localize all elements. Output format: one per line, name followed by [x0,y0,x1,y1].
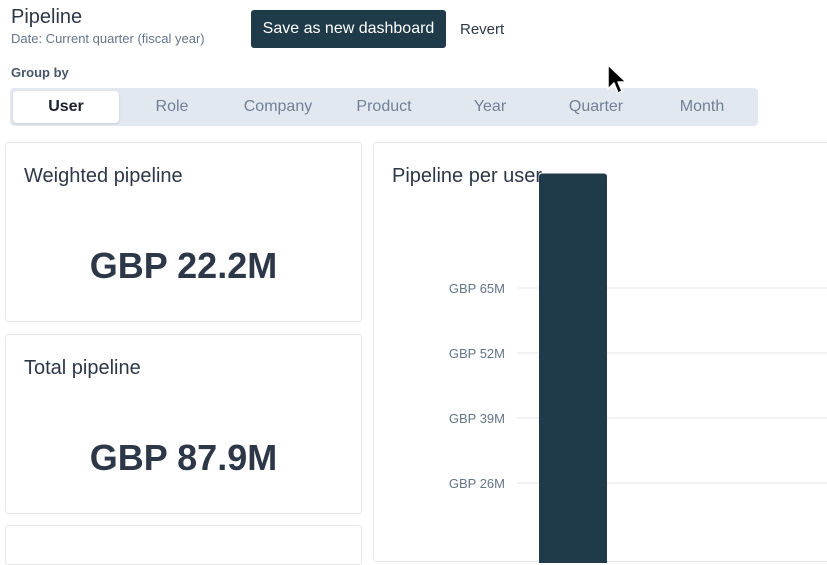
group-by-option-month[interactable]: Month [679,98,725,115]
group-by-option-quarter[interactable]: Quarter [568,98,624,115]
group-by-option-user[interactable]: User [13,91,119,123]
y-tick-label: GBP 52M [449,346,505,361]
revert-button[interactable]: Revert [452,10,512,48]
page-title: Pipeline [11,6,83,28]
y-tick-label: GBP 39M [449,411,505,426]
pipeline-per-user-card: Pipeline per user GBP 65M GBP 52M GBP 39M G… [373,142,827,564]
total-pipeline-card: Total pipeline GBP 87.9M [5,334,362,514]
pipeline-per-user-chart: GBP 65M GBP 52M GBP 39M GBP 26M [449,173,827,564]
group-by-option-product[interactable]: Product [356,98,412,115]
group-by-label: Group by [11,65,69,80]
chart-bar[interactable] [539,173,607,564]
group-by-option-role[interactable]: Role [155,98,189,115]
y-tick-label: GBP 26M [449,476,505,491]
page-subtitle: Date: Current quarter (fiscal year) [11,31,205,46]
group-by-option-company[interactable]: Company [243,98,313,115]
group-by-option-year[interactable]: Year [473,98,507,115]
save-as-new-dashboard-button[interactable]: Save as new dashboard [251,10,446,48]
chart-title: Pipeline per user [392,165,543,187]
next-card [5,525,362,565]
weighted-pipeline-title: Weighted pipeline [24,165,183,187]
weighted-pipeline-card: Weighted pipeline GBP 22.2M [5,142,362,322]
group-by-segmented-control: User Role Company Product Year Quarter M… [10,88,758,126]
weighted-pipeline-value: GBP 22.2M [89,245,278,286]
y-tick-label: GBP 65M [449,281,505,296]
total-pipeline-title: Total pipeline [24,357,141,379]
total-pipeline-value: GBP 87.9M [89,437,278,478]
mouse-cursor-icon [607,64,627,94]
